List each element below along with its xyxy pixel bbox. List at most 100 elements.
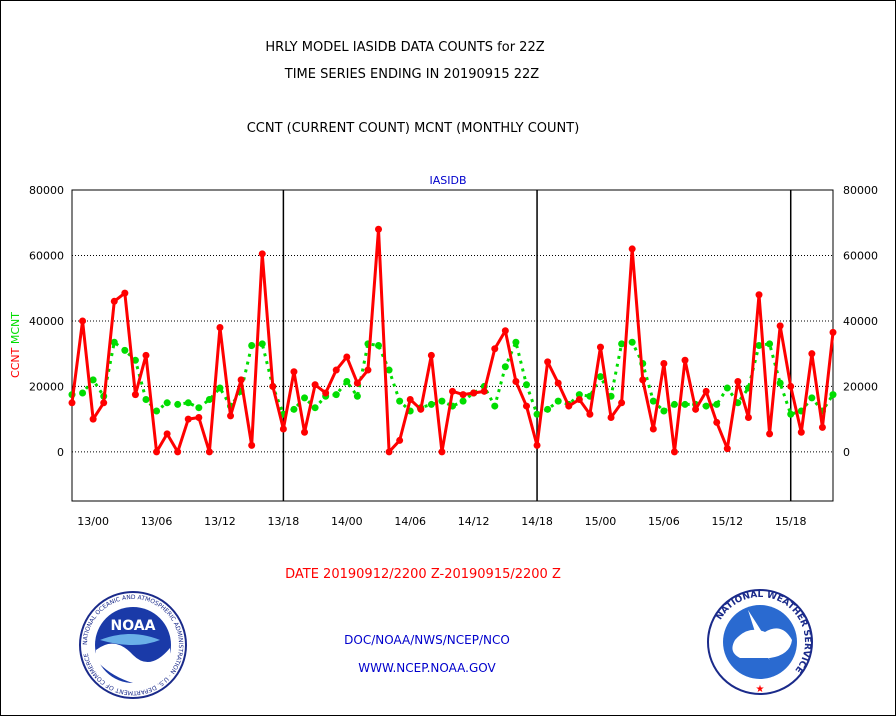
x-tick-labels: 13/00 13/06 13/12 13/18 14/00 14/06 14/12 14/18… xyxy=(77,515,806,528)
mcnt-point xyxy=(311,404,319,412)
y-tick-label-right: 80000 xyxy=(843,184,878,197)
mcnt-point xyxy=(512,338,520,346)
ccnt-point xyxy=(311,381,319,389)
ccnt-point xyxy=(692,405,700,413)
y-tick-label-right: 20000 xyxy=(843,380,878,393)
mcnt-point xyxy=(353,392,361,400)
mcnt-point xyxy=(829,391,837,399)
ccnt-point xyxy=(766,430,774,438)
ccnt-point xyxy=(734,378,742,386)
x-tick-label: 14/00 xyxy=(331,515,363,528)
ccnt-point xyxy=(248,441,256,449)
x-tick-label: 14/12 xyxy=(458,515,490,528)
ccnt-point xyxy=(163,430,171,438)
x-tick-label: 15/18 xyxy=(775,515,807,528)
ccnt-point xyxy=(618,399,626,407)
website-link[interactable]: WWW.NCEP.NOAA.GOV xyxy=(358,661,496,675)
ccnt-point xyxy=(787,382,795,390)
mcnt-point xyxy=(766,340,774,348)
ccnt-point xyxy=(396,436,404,444)
date-range: DATE 20190912/2200 Z-20190915/2200 Z xyxy=(285,567,561,582)
ccnt-point xyxy=(290,368,298,376)
ccnt-point xyxy=(776,322,784,330)
mcnt-point xyxy=(618,340,626,348)
ccnt-point xyxy=(723,445,731,453)
y-label-mcnt: MCNT xyxy=(9,312,22,344)
mcnt-point xyxy=(174,400,182,408)
ccnt-point xyxy=(522,402,530,410)
ccnt-point xyxy=(681,356,689,364)
ccnt-point xyxy=(279,425,287,433)
ccnt-point xyxy=(184,415,192,423)
title-line-2: TIME SERIES ENDING IN 20190915 22Z xyxy=(284,67,540,82)
mcnt-point xyxy=(491,402,499,410)
mcnt-point xyxy=(649,397,657,405)
mcnt-point xyxy=(554,397,562,405)
day-boundaries xyxy=(282,190,792,501)
x-tick-label: 13/00 xyxy=(77,515,109,528)
y-tick-label-right: 0 xyxy=(843,446,850,459)
y-tick-label-right: 40000 xyxy=(843,315,878,328)
mcnt-point xyxy=(723,384,731,392)
mcnt-point xyxy=(301,394,309,402)
ccnt-point xyxy=(586,410,594,418)
ccnt-point xyxy=(142,351,150,359)
mcnt-point xyxy=(427,400,435,408)
ccnt-point xyxy=(449,387,456,395)
ccnt-point xyxy=(533,441,541,449)
mcnt-point xyxy=(522,381,530,389)
mcnt-point xyxy=(184,399,192,407)
x-tick-label: 13/06 xyxy=(141,515,173,528)
ccnt-point xyxy=(575,396,583,404)
ccnt-point xyxy=(110,297,118,305)
ccnt-point xyxy=(628,245,636,253)
ccnt-point xyxy=(406,396,414,404)
mcnt-point xyxy=(163,399,171,407)
ccnt-point xyxy=(121,289,129,297)
ccnt-point xyxy=(174,448,182,456)
ccnt-point xyxy=(501,327,509,335)
ccnt-point xyxy=(565,402,573,410)
mcnt-point xyxy=(713,400,721,408)
mcnt-point xyxy=(670,400,678,408)
noaa-logo: NOAA NATIONAL OCEANIC AND ATMOSPHERIC AD… xyxy=(79,591,187,699)
ccnt-point xyxy=(649,425,657,433)
ccnt-point xyxy=(554,379,562,387)
mcnt-point xyxy=(248,342,256,349)
ccnt-point xyxy=(258,250,266,258)
ccnt-point xyxy=(237,376,245,384)
y-tick-label: 0 xyxy=(57,446,64,459)
ccnt-point xyxy=(544,358,552,366)
mcnt-point xyxy=(628,338,636,346)
ccnt-point xyxy=(205,448,213,456)
mcnt-point xyxy=(375,342,383,349)
ccnt-point xyxy=(713,418,721,426)
mcnt-point xyxy=(681,400,689,408)
ccnt-point xyxy=(385,448,393,456)
mcnt-point xyxy=(702,402,710,410)
ccnt-point xyxy=(670,448,678,456)
x-tick-label: 15/12 xyxy=(711,515,743,528)
org-path[interactable]: DOC/NOAA/NWS/NCEP/NCO xyxy=(344,633,510,647)
y-tick-label: 80000 xyxy=(29,184,64,197)
nws-star-icon: ★ xyxy=(756,684,765,695)
mcnt-point xyxy=(121,346,129,354)
panel-title: IASIDB xyxy=(429,174,466,187)
nws-logo: NATIONAL WEATHER SERVICE ★ xyxy=(707,589,813,695)
y-tick-labels-right: 0 20000 40000 60000 80000 xyxy=(843,184,878,459)
y-axis-label: CCNT MCNT xyxy=(9,312,22,378)
ccnt-point xyxy=(797,428,805,436)
x-tick-label: 14/18 xyxy=(521,515,553,528)
ccnt-point xyxy=(216,323,224,331)
ccnt-point xyxy=(438,448,446,456)
ccnt-point xyxy=(343,353,351,361)
ccnt-point xyxy=(755,291,763,299)
mcnt-point xyxy=(89,376,97,384)
chart-subtitle: CCNT (CURRENT COUNT) MCNT (MONTHLY COUNT… xyxy=(247,121,580,136)
y-tick-labels: 0 20000 40000 60000 80000 xyxy=(29,184,64,459)
mcnt-point xyxy=(787,410,795,418)
mcnt-point xyxy=(153,407,161,415)
y-tick-label: 40000 xyxy=(29,315,64,328)
ccnt-point xyxy=(459,391,467,399)
